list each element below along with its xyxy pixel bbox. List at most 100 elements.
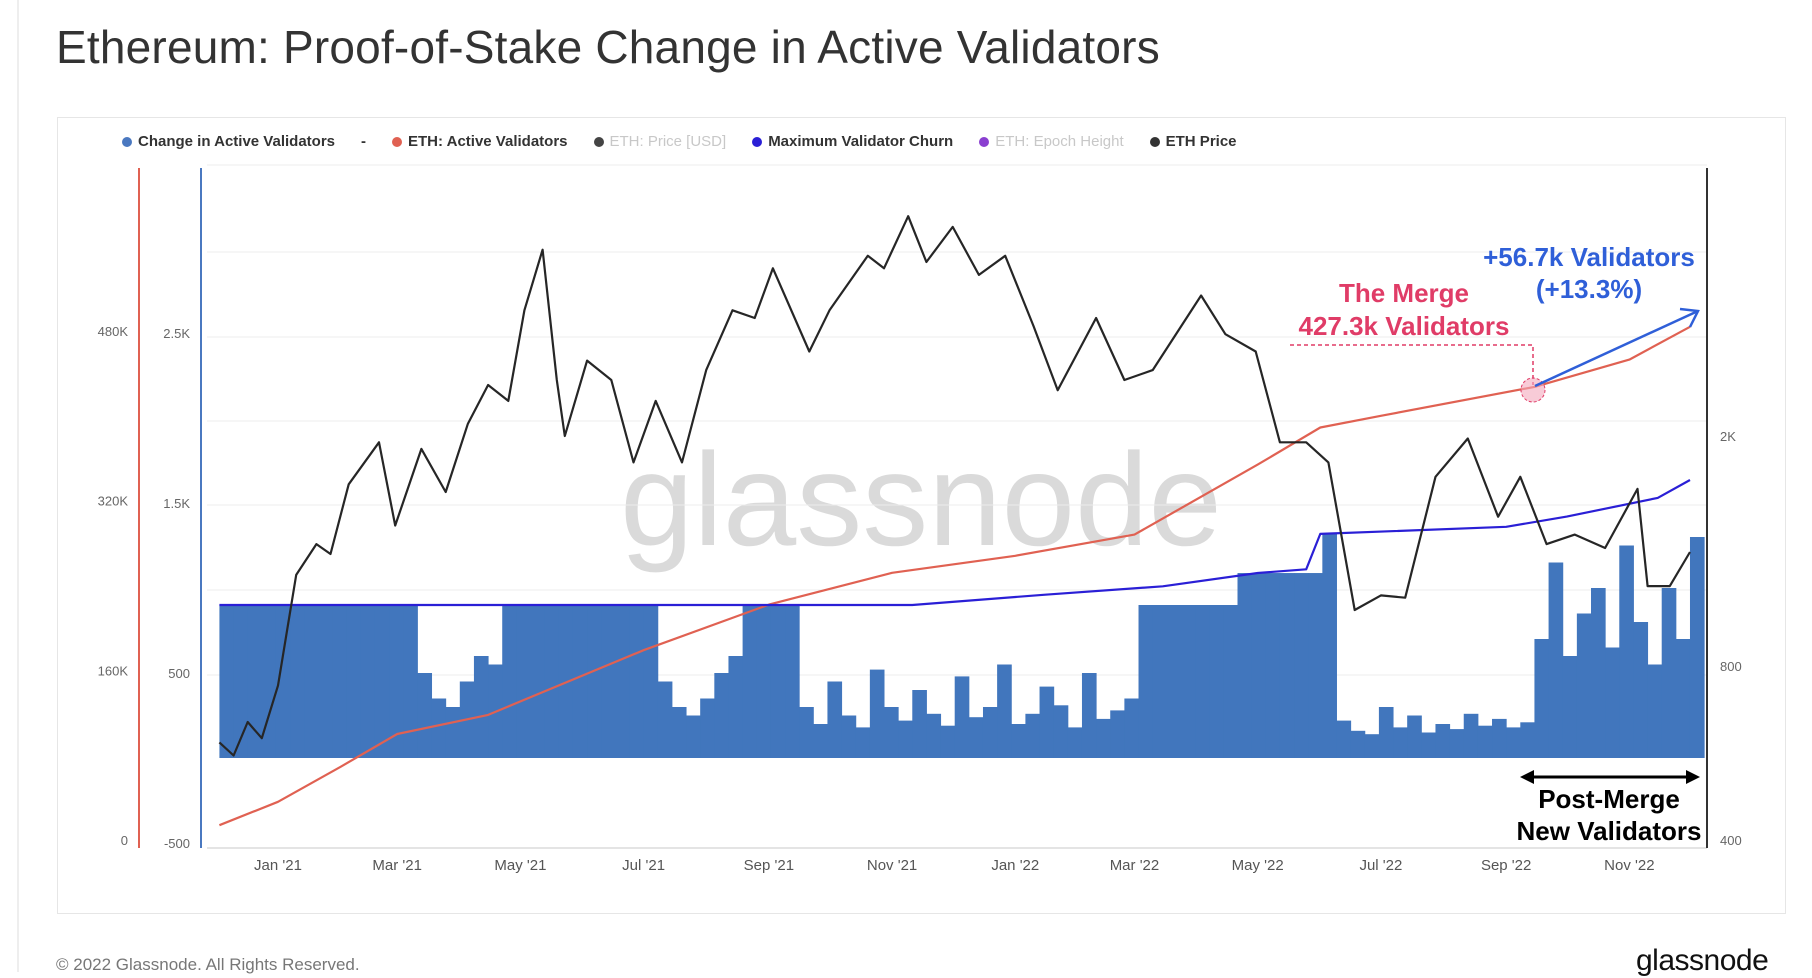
change-bar <box>1378 707 1394 758</box>
change-axis-tick: 500 <box>168 666 190 681</box>
change-bar <box>346 605 362 758</box>
legend-label: ETH: Epoch Height <box>995 133 1124 150</box>
change-bar <box>1463 713 1479 758</box>
change-bar <box>813 724 828 758</box>
change-bar <box>912 690 927 758</box>
growth-annotation-line2: (+13.3%) <box>1536 274 1642 304</box>
change-bar <box>360 605 376 758</box>
x-axis-tick: Nov '21 <box>867 857 917 874</box>
post-merge-label-line2: New Validators <box>1517 816 1702 846</box>
change-bar <box>1067 727 1083 758</box>
change-bar <box>1350 730 1366 758</box>
legend-label: ETH: Active Validators <box>408 133 568 150</box>
change-bar <box>1223 605 1238 758</box>
legend-dot-icon <box>979 136 990 147</box>
change-bar <box>1619 545 1634 758</box>
change-bar <box>940 725 956 758</box>
legend-item[interactable]: ETH Price <box>1149 133 1237 150</box>
change-bar <box>1689 537 1705 758</box>
change-bar <box>686 715 701 758</box>
change-bar <box>1053 705 1069 758</box>
change-bar <box>968 717 984 758</box>
change-bar <box>1661 588 1677 758</box>
legend-item[interactable]: ETH: Active Validators <box>392 133 568 150</box>
growth-arrow-head <box>1679 307 1700 328</box>
change-bar <box>827 681 843 758</box>
change-bar <box>1364 734 1380 758</box>
growth-annotation-line1: +56.7k Validators <box>1483 242 1695 272</box>
price-axis-tick: 2K <box>1720 429 1736 444</box>
change-bar <box>615 605 630 758</box>
change-bar <box>700 698 715 758</box>
change-bar <box>1251 573 1267 758</box>
legend-dot-icon <box>752 136 763 147</box>
legend-item[interactable]: ETH: Epoch Height <box>979 133 1124 150</box>
change-bar <box>629 605 645 758</box>
change-bar <box>1124 698 1140 758</box>
legend-label: ETH Price <box>1165 133 1237 150</box>
change-bar <box>671 707 687 758</box>
change-bar <box>1520 722 1535 758</box>
change-bar <box>1195 605 1210 758</box>
legend-item[interactable]: Maximum Validator Churn <box>752 133 953 150</box>
x-axis-tick: May '22 <box>1232 857 1284 874</box>
change-bar <box>1576 613 1592 758</box>
change-bar <box>1294 573 1309 758</box>
change-bar <box>332 605 348 758</box>
post-merge-label-line1: Post-Merge <box>1538 784 1680 814</box>
change-bar <box>318 605 334 758</box>
change-bar <box>516 605 531 758</box>
change-bar <box>1081 673 1097 758</box>
change-axis-tick: 2.5K <box>163 326 190 341</box>
change-bar <box>1322 533 1337 758</box>
glassnode-logo[interactable]: glassnode <box>1636 944 1769 977</box>
legend-label: Maximum Validator Churn <box>768 133 954 150</box>
change-bar <box>898 720 913 758</box>
price-axis-tick: 400 <box>1720 833 1742 848</box>
page-left-border <box>17 0 19 972</box>
change-bar <box>544 605 560 758</box>
merge-annotation-line2: 427.3k Validators <box>1298 311 1509 341</box>
change-bar <box>304 605 319 758</box>
change-bar <box>1591 588 1606 758</box>
change-bar <box>728 656 744 758</box>
change-bar <box>1421 732 1436 758</box>
max-churn-line <box>219 479 1691 607</box>
validators-axis-tick: 320K <box>98 494 129 509</box>
change-bar <box>1138 605 1154 758</box>
x-axis-tick: Jul '22 <box>1359 857 1402 874</box>
growth-arrow <box>1534 309 1699 388</box>
x-axis-tick: Sep '21 <box>744 857 794 874</box>
change-bar <box>1435 724 1451 758</box>
eth-price-line <box>218 215 1691 757</box>
change-bar <box>982 707 998 758</box>
change-bar <box>1647 664 1663 758</box>
chart-panel <box>57 117 1786 914</box>
change-bar <box>290 605 305 758</box>
change-bar <box>530 605 546 758</box>
change-bar <box>1562 656 1578 758</box>
x-axis-tick: Nov '22 <box>1604 857 1654 874</box>
change-bar <box>756 605 772 758</box>
copyright-footer: © 2022 Glassnode. All Rights Reserved. <box>56 955 360 974</box>
legend-item[interactable]: ETH: Price [USD] <box>593 133 726 150</box>
change-bar <box>1096 718 1111 758</box>
x-axis-tick: Sep '22 <box>1481 857 1531 874</box>
change-bar <box>1308 573 1323 758</box>
watermark: glassnode <box>620 426 1222 573</box>
legend-dot-icon <box>1149 136 1160 147</box>
change-bar <box>572 605 588 758</box>
validators-axis-tick: 0 <box>121 833 128 848</box>
post-merge-arrow-right-head <box>1686 770 1700 784</box>
change-bar <box>714 673 729 758</box>
change-bar <box>742 605 758 758</box>
change-bar <box>261 605 277 758</box>
legend-item[interactable]: - <box>361 133 366 150</box>
change-axis-tick: -500 <box>164 836 190 851</box>
merge-annotation-line1: The Merge <box>1339 278 1469 308</box>
change-bar <box>374 605 390 758</box>
x-axis-tick: May '21 <box>494 857 546 874</box>
legend-item[interactable]: Change in Active Validators <box>122 133 335 150</box>
change-bar <box>954 676 970 758</box>
